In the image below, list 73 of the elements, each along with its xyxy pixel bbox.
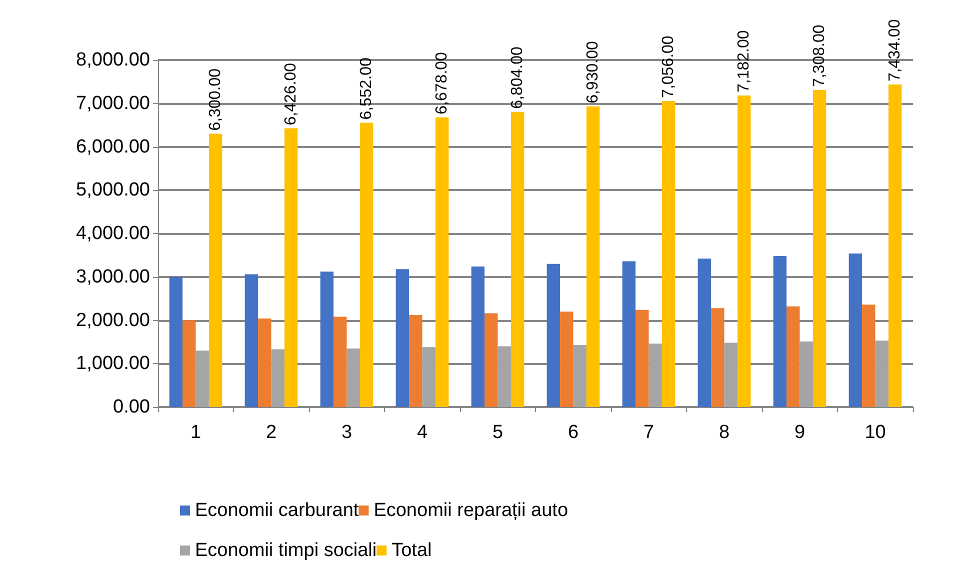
- bar: [875, 340, 888, 407]
- bar: [636, 310, 649, 407]
- y-tick-label: 2,000.00: [76, 310, 150, 331]
- bar: [698, 258, 712, 407]
- bar: [888, 84, 902, 407]
- bar: [182, 320, 196, 407]
- x-tick-label: 5: [492, 422, 504, 443]
- y-tick-label: 5,000.00: [76, 180, 150, 201]
- x-tick-label: 2: [266, 422, 277, 443]
- y-tick-label: 8,000.00: [76, 50, 150, 70]
- y-tick-label: 4,000.00: [76, 223, 150, 244]
- data-label: 6,426.00: [282, 62, 300, 126]
- bar: [208, 134, 222, 407]
- y-tick-label: 3,000.00: [76, 266, 150, 288]
- bar: [271, 349, 284, 407]
- bar: [724, 342, 738, 407]
- data-label: 7,308.00: [811, 24, 828, 88]
- bar: [498, 346, 511, 407]
- bar: [320, 272, 334, 407]
- bar: [800, 342, 813, 407]
- x-tick-label: 9: [794, 422, 806, 443]
- legend-label: Economii carburant: [195, 500, 360, 521]
- bar: [422, 347, 436, 407]
- x-tick-label: 1: [190, 422, 202, 443]
- bar: [848, 253, 862, 407]
- bar: [334, 316, 347, 407]
- bar: [471, 266, 485, 407]
- bar: [737, 95, 751, 407]
- bar: [484, 313, 498, 407]
- x-tick-label: 3: [341, 422, 352, 443]
- data-label: 7,182.00: [736, 30, 753, 92]
- bar: [244, 274, 258, 407]
- bar: [560, 312, 574, 407]
- y-tick-label: 0.00: [113, 396, 150, 418]
- x-tick-label: 10: [864, 422, 886, 443]
- bar: [360, 122, 374, 407]
- y-tick-label: 1,000.00: [76, 353, 150, 374]
- bar: [773, 256, 787, 407]
- bar: [662, 100, 676, 407]
- legend-label: Economii timpi sociali: [195, 540, 377, 561]
- y-tick-label: 6,000.00: [76, 136, 150, 158]
- bar: [711, 308, 724, 407]
- bar: [435, 117, 449, 407]
- bar: [586, 106, 600, 407]
- x-tick-label: 4: [416, 422, 428, 443]
- bar: [196, 350, 209, 407]
- bar: [648, 344, 662, 407]
- x-tick-label: 6: [568, 422, 579, 443]
- bar: [409, 315, 422, 407]
- bar: [284, 128, 298, 407]
- data-label: 7,056.00: [660, 36, 678, 98]
- bar: [573, 344, 586, 407]
- bar: [510, 112, 524, 407]
- bar: [786, 306, 800, 407]
- x-tick-label: 8: [718, 422, 730, 443]
- data-label: 6,300.00: [207, 68, 224, 131]
- data-label: 6,804.00: [509, 46, 526, 109]
- bar: [862, 304, 876, 407]
- data-label: 6,552.00: [358, 57, 376, 120]
- data-label: 7,434.00: [886, 19, 904, 82]
- legend-label: Total: [392, 540, 432, 561]
- bar: [812, 90, 826, 407]
- bar: [258, 318, 272, 407]
- data-label: 6,930.00: [584, 41, 602, 104]
- bar: [622, 261, 636, 407]
- bar: [546, 264, 560, 407]
- bar: [169, 276, 183, 407]
- y-tick-label: 7,000.00: [76, 92, 150, 114]
- x-tick-label: 7: [643, 422, 654, 443]
- bar: [396, 269, 410, 407]
- bar: [346, 348, 360, 407]
- data-label: 6,678.00: [434, 52, 451, 114]
- legend-label: Economii reparații auto: [374, 500, 568, 521]
